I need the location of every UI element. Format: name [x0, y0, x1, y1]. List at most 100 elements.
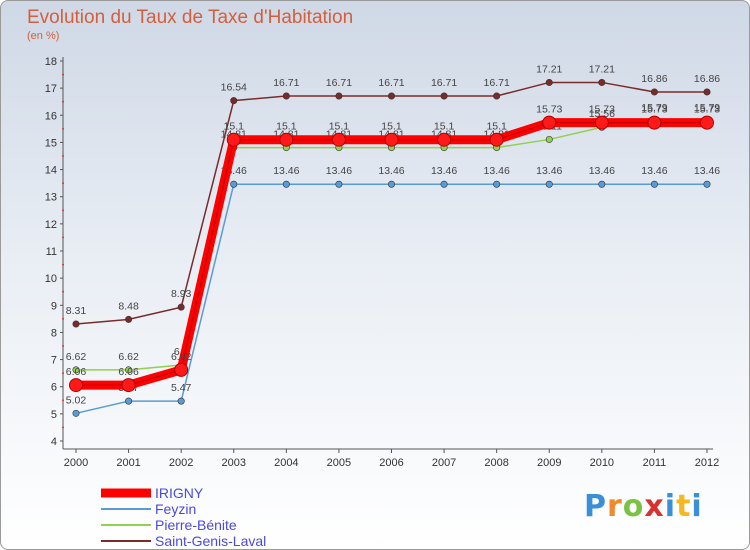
data-label: 8.93: [171, 288, 192, 300]
x-tick-label: 2001: [116, 457, 140, 469]
x-tick-label: 2005: [327, 457, 351, 469]
data-label: 13.46: [536, 165, 562, 177]
data-label: 15.56: [589, 108, 615, 120]
data-label: 15.1: [434, 121, 455, 133]
data-label: 8.48: [118, 300, 139, 312]
data-point: [493, 92, 501, 100]
data-point: [331, 132, 346, 147]
data-point: [121, 378, 136, 393]
legend-label: Pierre-Bénite: [155, 517, 237, 533]
data-point: [72, 320, 80, 328]
data-label: 15.1: [486, 121, 507, 133]
data-label: 5.47: [171, 382, 192, 394]
data-point: [647, 115, 662, 130]
y-minor-tick: [62, 426, 64, 429]
data-point: [125, 366, 133, 374]
data-point: [69, 378, 83, 393]
series-irigny: 6.06 6.06 6.62 15.1 15.1 15.1 15.1 15.1 15.1 15.7…: [66, 104, 720, 393]
x-tick-label: 2004: [274, 457, 298, 469]
y-minor-tick: [62, 345, 64, 347]
data-point: [177, 303, 185, 311]
x-tick-label: 2008: [484, 457, 508, 469]
data-label: 13.46: [273, 165, 299, 177]
y-tick-label: 7: [51, 355, 57, 367]
y-tick-label: 16: [45, 110, 57, 122]
y-tick-label: 12: [45, 219, 57, 231]
data-point: [282, 92, 290, 100]
data-point: [335, 180, 343, 188]
data-label: 13.46: [431, 165, 457, 177]
data-point: [598, 180, 606, 188]
legend-swatch: [101, 540, 151, 542]
y-minor-tick: [62, 182, 64, 185]
legend-label: Feyzin: [155, 501, 197, 517]
y-minor-tick: [62, 290, 64, 293]
x-tick-label: 2003: [222, 457, 246, 469]
series-line: [76, 120, 707, 371]
data-point: [125, 315, 133, 323]
y-minor-tick: [62, 317, 64, 320]
data-point: [230, 180, 238, 188]
data-label: 15.1: [224, 121, 245, 133]
series-line-core: [76, 122, 707, 386]
data-point: [279, 132, 294, 147]
legend-swatch: [101, 508, 151, 510]
data-point: [387, 92, 395, 100]
x-tick-label: 2000: [64, 457, 88, 469]
data-label: 6.62: [66, 351, 87, 363]
data-point: [542, 115, 557, 130]
data-point: [440, 180, 448, 188]
data-label: 16.86: [694, 73, 720, 85]
data-label: 13.46: [484, 165, 510, 177]
legend-label: Saint-Genis-Laval: [155, 533, 267, 549]
data-point: [437, 132, 452, 147]
data-point: [72, 409, 80, 417]
data-label: 15.1: [381, 121, 402, 133]
x-tick-label: 2012: [695, 457, 719, 469]
data-point: [493, 180, 501, 188]
data-point: [650, 88, 658, 96]
data-label: 16.71: [326, 77, 352, 89]
series-feyzin: 5.025.475.4713.4613.4613.4613.4613.4613.…: [66, 165, 720, 417]
x-tick-label: 2006: [379, 457, 403, 469]
data-point: [650, 180, 658, 188]
legend-swatch: [101, 488, 151, 498]
x-tick-label: 2010: [590, 457, 614, 469]
y-tick-label: 17: [45, 83, 57, 95]
data-label: 6.62: [171, 351, 192, 363]
y-minor-tick: [62, 209, 64, 212]
data-label: 15.73: [536, 104, 562, 116]
data-label: 16.71: [431, 77, 457, 89]
y-tick-label: 8: [51, 327, 57, 339]
series-saint-genis-laval: 8.31 8.48 8.93 16.54 16.71 16.71 16.71 16.71 16.…: [66, 63, 720, 328]
y-minor-tick: [62, 100, 64, 103]
data-label: 13.46: [694, 165, 720, 177]
data-label: 15.73: [694, 104, 720, 116]
y-minor-tick: [62, 155, 64, 157]
data-point: [177, 397, 185, 405]
y-tick-label: 11: [46, 246, 57, 258]
y-tick-label: 5: [51, 409, 57, 421]
data-label: 13.46: [589, 165, 615, 177]
data-label: 16.71: [484, 77, 510, 89]
data-label: 15.1: [329, 121, 350, 133]
y-tick-label: 9: [51, 300, 57, 312]
data-point: [700, 115, 714, 130]
data-label: 15.1: [276, 121, 297, 133]
data-point: [489, 132, 504, 147]
data-label: 6.62: [118, 351, 139, 363]
y-minor-tick: [62, 263, 64, 266]
series-line: [71, 118, 712, 390]
legend-label: IRIGNY: [155, 485, 204, 501]
y-minor-tick: [62, 399, 64, 402]
y-minor-tick: [62, 372, 64, 375]
data-point: [545, 78, 553, 86]
data-label: 16.86: [641, 73, 667, 85]
data-label: 15.73: [641, 104, 667, 116]
y-minor-tick: [62, 127, 64, 130]
legend-swatch: [101, 524, 151, 526]
data-label: 17.21: [536, 63, 562, 75]
y-tick-label: 6: [51, 382, 57, 394]
data-label: 17.21: [589, 63, 615, 75]
